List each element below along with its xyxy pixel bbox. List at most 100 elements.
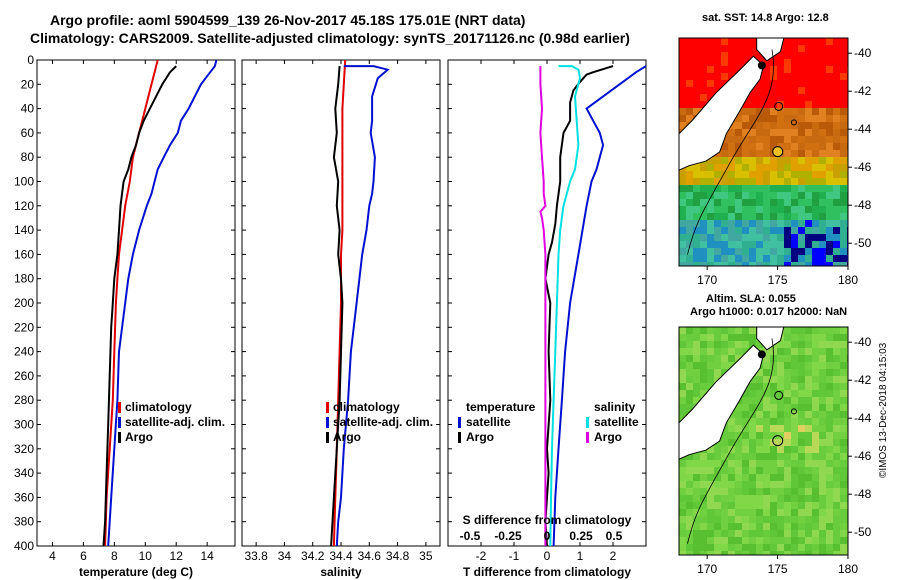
coast-marker [757,350,766,359]
plot-frame [36,59,236,547]
map-y-tick-label: -40 [854,46,872,60]
difference-panel: -2 -1 0 1 2 T difference from climatology temp… [447,59,647,579]
series-line-temperature-satellite [552,65,646,546]
legend-label: Argo [594,430,622,444]
s-tick-label: 0 [544,529,551,543]
series-line-climatology [104,60,159,546]
legend-swatch [326,432,329,443]
map-x-tick-label: 180 [838,273,858,287]
x-tick-label: 34 [278,549,292,563]
timestamp-stamp: ©IMOS 13-Dec-2018 04:15:03 [878,342,889,478]
legend-swatch [586,432,589,443]
legend-swatch [118,417,121,428]
legend-swatch [118,402,121,413]
series-group [330,60,390,546]
x-axis-label: temperature (deg C) [79,565,193,579]
y-tick-label: 260 [14,369,34,383]
map-y-tick-label: -44 [854,411,872,425]
map-frame [678,37,849,267]
legend-label: satellite [594,415,639,429]
map-x-tick-label: 175 [768,562,788,576]
y-tick-label: 200 [14,296,34,310]
legend-header-temperature: temperature [466,400,536,414]
sla-map: -40 -42 -44 -46 -48 -50 170 175 180 [678,326,872,576]
legend-swatch [326,402,329,413]
legend-label: climatology [125,400,192,414]
legend-swatch [586,417,589,428]
legend-label: satellite [466,415,511,429]
bathymetry-contour [687,49,774,255]
x-tick-label: 14 [200,549,214,563]
y-tick-label: 300 [14,418,34,432]
map-y-tick-label: -50 [854,236,872,250]
map-y-tick-label: -50 [854,525,872,539]
series-line-salinity-argo [539,66,547,546]
legend-label: Argo [333,430,361,444]
y-tick-label: 60 [21,126,35,140]
s-tick-label: 0.25 [569,529,593,543]
legend-swatch [118,432,121,443]
map-x-tick-label: 170 [697,273,717,287]
sla-map-field [679,327,848,555]
y-tick-label: 80 [21,150,35,164]
plot-frame [447,59,647,547]
land-mass [679,344,765,460]
temperature-panel: 0 20 40 60 80 100 120 140 160 180 200 220 240 260 280 3… [14,53,236,579]
contour-ring [790,408,797,415]
series-line-argo [102,65,177,546]
y-tick-label: 180 [14,272,34,286]
y-tick-label: 340 [14,466,34,480]
map-x-tick-label: 180 [838,562,858,576]
contour-ring [774,101,784,111]
land-mass-north [756,38,785,62]
bathymetry-contour [687,338,774,544]
y-tick-label: 20 [21,77,35,91]
x-tick-label: 6 [80,549,87,563]
series-line-satellite-adj-clim- [107,60,218,546]
coast-marker [757,61,766,70]
map-y-tick-label: -48 [854,487,872,501]
legend-label: Argo [466,430,494,444]
title-line-2: Climatology: CARS2009. Satellite-adjuste… [30,30,630,46]
s-axis-title: S difference from climatology [463,513,632,527]
map-frame [678,326,849,556]
legend-label: satellite-adj. clim. [125,415,225,429]
series-group [102,60,218,546]
x-tick-label: 34.2 [301,549,325,563]
map-y-tick-label: -42 [854,373,872,387]
s-tick-label: 0.5 [606,529,623,543]
legend-label: Argo [125,430,153,444]
x-axis-label: salinity [320,565,362,579]
x-tick-label: 10 [139,549,153,563]
map-y-tick-label: -42 [854,84,872,98]
land-mass [679,55,765,171]
map-y-tick-label: -44 [854,122,872,136]
y-tick-label: 360 [14,490,34,504]
y-tick-label: 160 [14,247,34,261]
sla-map-title-2: Argo h1000: 0.017 h2000: NaN [690,306,848,318]
x-tick-label: 33.8 [244,549,268,563]
x-tick-label: 8 [111,549,118,563]
salinity-panel: 33.8 34 34.2 34.4 34.6 34.8 35 salinity climatol… [241,59,441,579]
y-tick-label: 380 [14,515,34,529]
map-y-tick-label: -46 [854,449,872,463]
y-tick-label: 40 [21,102,35,116]
sst-map-title: sat. SST: 14.8 Argo: 12.8 [702,12,829,24]
legend-label: climatology [333,400,400,414]
map-y-tick-label: -40 [854,335,872,349]
contour-ring [774,390,784,400]
map-y-tick-label: -48 [854,198,872,212]
y-tick-label: 140 [14,223,34,237]
map-x-tick-label: 170 [697,562,717,576]
argo-position-marker [772,146,784,158]
series-group [539,65,646,546]
y-tick-label: 120 [14,199,34,213]
legend-swatch [458,417,461,428]
x-tick-label: 34.6 [358,549,382,563]
land-mass-north [756,327,785,351]
argo-position-marker [772,435,784,447]
legend-header-salinity: salinity [594,400,636,414]
sst-map-field [679,38,848,266]
series-line-satellite-adj-clim- [335,65,390,546]
